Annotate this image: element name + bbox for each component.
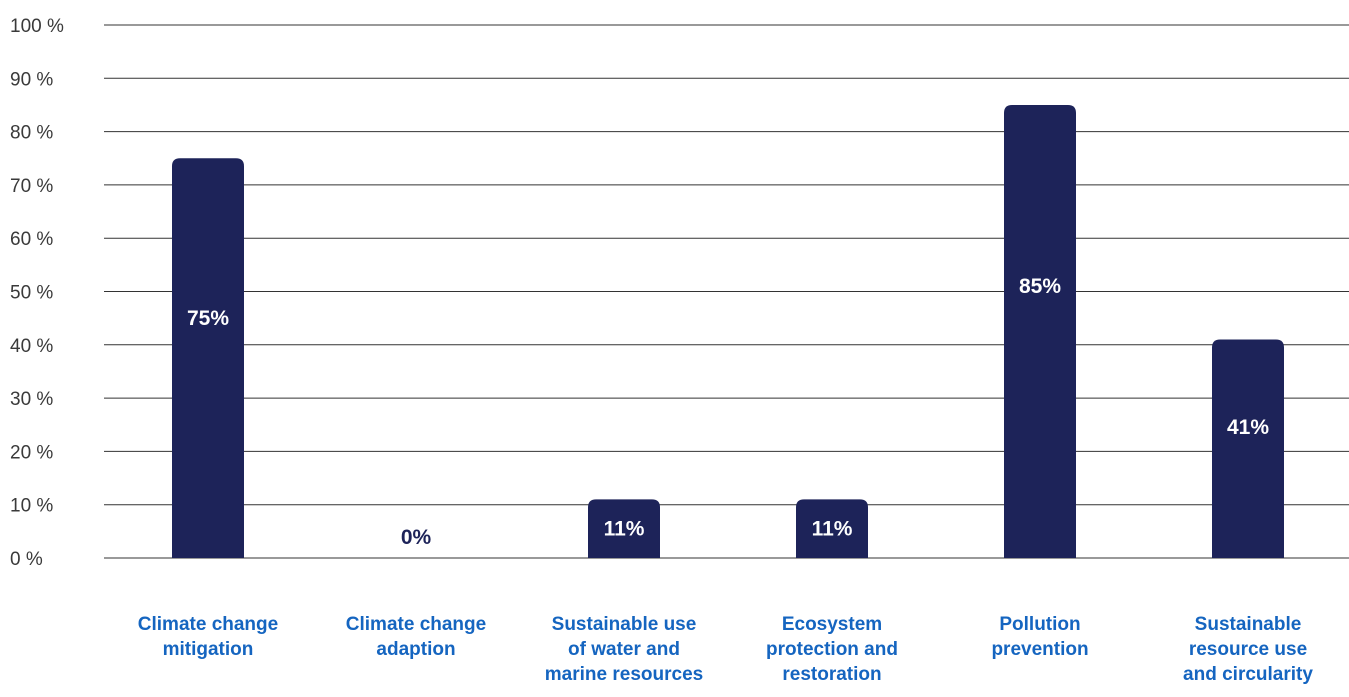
x-category-label-line: of water and xyxy=(568,639,680,660)
data-label-4: 11% xyxy=(812,518,853,541)
y-tick-label: 100 % xyxy=(10,16,64,37)
x-category-label-6: Sustainable resource use and circularity xyxy=(1183,614,1313,685)
x-category-label-line: Ecosystem xyxy=(782,614,882,635)
x-category-label-line: resource use xyxy=(1189,639,1307,660)
data-label-6: 41% xyxy=(1227,416,1269,439)
y-tick-label: 90 % xyxy=(10,69,53,90)
data-label-5: 85% xyxy=(1019,275,1061,298)
y-tick-label: 0 % xyxy=(10,549,43,570)
x-category-label-line: Sustainable use xyxy=(552,614,697,635)
bar-5 xyxy=(1004,104,1076,558)
x-category-label-line: prevention xyxy=(991,639,1088,660)
gridlines xyxy=(104,24,1349,559)
y-tick-label: 70 % xyxy=(10,176,53,197)
x-category-label-3: Sustainable use of water and marine resour… xyxy=(545,614,703,685)
y-tick-label: 20 % xyxy=(10,442,53,463)
data-label-3: 11% xyxy=(604,518,645,541)
x-category-label-line: Pollution xyxy=(999,614,1080,635)
bar-4 xyxy=(796,499,868,558)
y-tick-label: 50 % xyxy=(10,283,53,304)
y-tick-label: 60 % xyxy=(10,229,53,250)
x-category-label-line: adaption xyxy=(376,639,455,660)
x-category-label-line: Climate change xyxy=(138,614,278,635)
y-tick-label: 40 % xyxy=(10,336,53,357)
bar-6 xyxy=(1212,339,1284,558)
x-category-label-line: Sustainable xyxy=(1195,614,1302,635)
bar-1 xyxy=(172,158,244,558)
y-tick-label: 80 % xyxy=(10,123,53,144)
x-category-label-2: Climate change adaption xyxy=(346,614,486,660)
x-axis: Climate change mitigation Climate change ad… xyxy=(138,614,1314,685)
x-category-label-4: Ecosystem protection and restoration xyxy=(766,614,898,685)
x-category-label-line: Climate change xyxy=(346,614,486,635)
x-category-label-line: marine resources xyxy=(545,664,703,685)
x-category-label-line: protection and xyxy=(766,639,898,660)
bar-3 xyxy=(588,499,660,558)
x-category-label-line: and circularity xyxy=(1183,664,1313,685)
data-labels: 75% 0% 11% 11% 85% 41% xyxy=(187,275,1269,549)
data-label-2: 0% xyxy=(401,526,432,549)
y-tick-label: 10 % xyxy=(10,496,53,517)
data-label-1: 75% xyxy=(187,307,229,330)
bars xyxy=(172,104,1284,558)
x-category-label-line: restoration xyxy=(782,664,881,685)
y-axis: 0 % 10 % 20 % 30 % 40 % 50 % 60 % 70 % 80 % 90 % 1… xyxy=(10,16,64,570)
y-tick-label: 30 % xyxy=(10,389,53,410)
x-category-label-1: Climate change mitigation xyxy=(138,614,278,660)
x-category-label-5: Pollution prevention xyxy=(991,614,1088,660)
x-category-label-line: mitigation xyxy=(163,639,254,660)
